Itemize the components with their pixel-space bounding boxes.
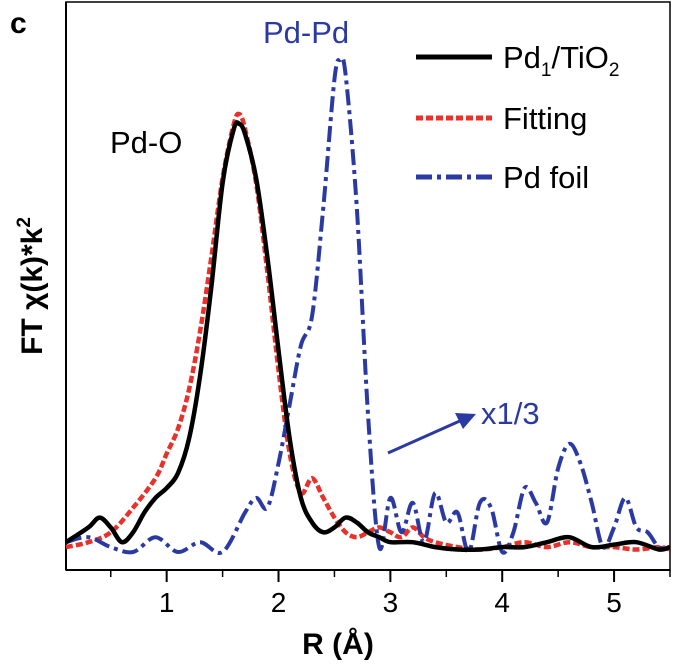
series-line-pd1-tio2 (64, 120, 671, 553)
legend-label-pd-foil: Pd foil (503, 160, 589, 195)
legend-label-pd1-tio2: Pd1/TiO2 (503, 40, 619, 81)
x-axis-ticks: 1 2 3 4 5 (109, 570, 671, 618)
x-tick-label-3: 3 (383, 587, 399, 618)
x-tick-label-1: 1 (159, 587, 175, 618)
series-layer (64, 55, 671, 555)
y-axis-title-superscript: 2 (14, 217, 35, 228)
plot-area-frame (65, 1, 671, 571)
x-axis-title: R (Å) (302, 628, 374, 661)
y-axis-title-main: FT χ(k)*k (16, 227, 49, 355)
annotation-pd-pd: Pd-Pd (263, 15, 349, 50)
panel-label: c (10, 7, 27, 40)
x-tick-label-4: 4 (494, 587, 510, 618)
annotation-x1-3: x1/3 (481, 396, 540, 431)
y-axis-title: FT χ(k)*k2 (14, 217, 49, 355)
x-tick-label-2: 2 (271, 587, 287, 618)
series-line-fitting (65, 111, 671, 552)
series-line-pd-foil (65, 55, 671, 555)
annotation-arrow (387, 413, 476, 455)
legend: Pd1/TiO2 Fitting Pd foil (416, 40, 619, 195)
legend-label-fitting: Fitting (503, 101, 587, 136)
x-tick-label-5: 5 (606, 587, 622, 618)
annotation-pd-o: Pd-O (110, 125, 182, 160)
